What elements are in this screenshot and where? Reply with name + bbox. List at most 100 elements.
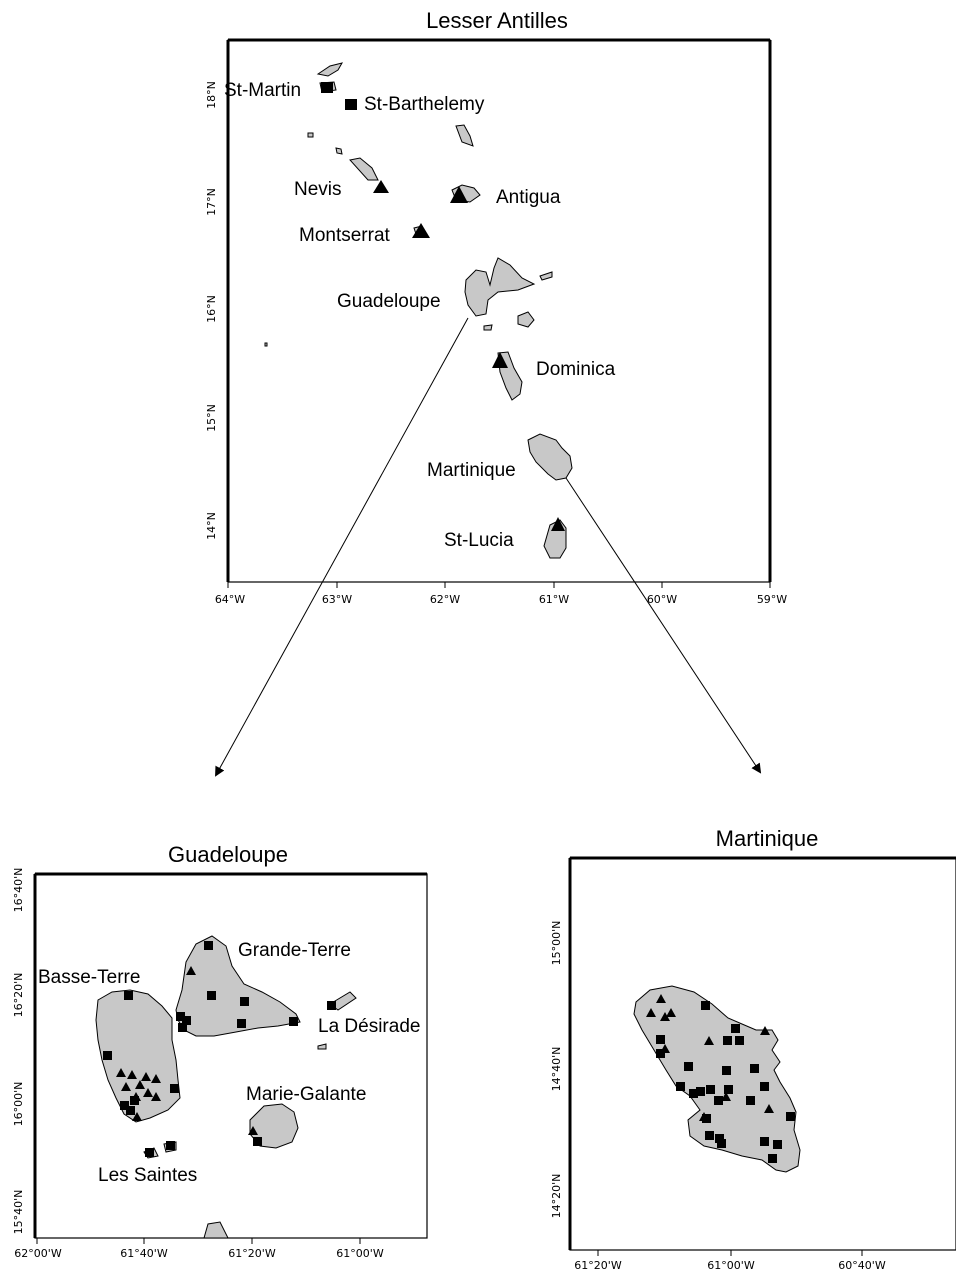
triangle-marker <box>660 1044 670 1053</box>
square-marker <box>327 1001 336 1010</box>
lat-tick: 15°40'N <box>12 1190 25 1235</box>
triangle-marker <box>412 223 430 238</box>
antilles-lat-axis: 18°N 17°N 16°N 15°N 14°N <box>205 81 218 540</box>
square-marker <box>705 1131 714 1140</box>
lat-tick: 14°40'N <box>550 1047 563 1092</box>
triangle-marker <box>704 1036 714 1045</box>
lon-tick: 64°W <box>215 593 245 606</box>
lon-tick: 61°20'W <box>574 1259 622 1272</box>
square-marker <box>103 1051 112 1060</box>
square-marker <box>760 1137 769 1146</box>
triangle-marker <box>551 517 565 531</box>
triangle-marker <box>151 1074 161 1083</box>
martinique-map: Martinique 15°00'N 14°40'N 14°20'N 61°20… <box>550 826 956 1272</box>
square-marker <box>126 1106 135 1115</box>
triangle-marker <box>135 1080 145 1089</box>
martinique-lat-axis: 15°00'N 14°40'N 14°20'N <box>550 921 563 1219</box>
triangle-marker <box>764 1104 774 1113</box>
square-marker <box>760 1082 769 1091</box>
triangle-marker <box>646 1008 656 1017</box>
square-marker <box>170 1084 179 1093</box>
guadeloupe-labels: Basse-Terre Grande-Terre La Désirade Mar… <box>38 940 420 1186</box>
label-st-barthelemy: St-Barthelemy <box>364 94 485 115</box>
square-marker <box>773 1140 782 1149</box>
square-marker <box>237 1019 246 1028</box>
lat-tick: 16°40'N <box>12 868 25 913</box>
label-montserrat: Montserrat <box>299 225 391 246</box>
label-st-martin: St-Martin <box>224 80 301 101</box>
label-nevis: Nevis <box>294 179 342 200</box>
square-marker <box>717 1139 726 1148</box>
triangle-marker <box>131 1092 141 1101</box>
square-marker <box>182 1016 191 1025</box>
lon-tick: 63°W <box>322 593 352 606</box>
triangle-marker <box>248 1126 258 1135</box>
label-les-saintes: Les Saintes <box>98 1165 197 1186</box>
martinique-markers <box>646 994 795 1163</box>
lon-tick: 61°00'W <box>336 1247 384 1260</box>
square-marker <box>176 1012 185 1021</box>
lat-tick: 16°20'N <box>12 973 25 1018</box>
lon-tick: 60°W <box>647 593 677 606</box>
island-martinique <box>633 985 801 1173</box>
island-barbuda <box>455 124 474 147</box>
triangle-marker <box>151 1092 161 1101</box>
label-la-desirade: La Désirade <box>318 1016 420 1037</box>
square-marker <box>696 1087 705 1096</box>
square-marker <box>750 1064 759 1073</box>
square-marker <box>204 941 213 950</box>
triangle-marker <box>121 1082 131 1091</box>
square-marker <box>124 991 133 1000</box>
lon-tick: 61°W <box>539 593 569 606</box>
antilles-map: Lesser Antilles 18°N 17°N 16°N 15°N 14°N… <box>205 8 787 606</box>
square-marker <box>689 1089 698 1098</box>
island-martinique <box>527 433 573 481</box>
square-marker <box>768 1154 777 1163</box>
island-marie-galante <box>517 311 535 328</box>
square-marker <box>723 1036 732 1045</box>
arrow-to-guadeloupe <box>215 317 469 777</box>
antilles-lon-axis: 64°W 63°W 62°W 61°W 60°W 59°W <box>215 582 787 606</box>
triangle-marker <box>660 1012 670 1021</box>
label-dominica: Dominica <box>536 359 616 380</box>
lat-tick: 16°00'N <box>12 1082 25 1127</box>
guadeloupe-frame <box>34 873 428 1239</box>
lat-tick: 16°N <box>205 295 218 323</box>
island-st-kitts-nevis <box>349 157 379 181</box>
antilles-title: Lesser Antilles <box>426 8 568 33</box>
island-saba <box>307 132 314 138</box>
triangle-marker <box>373 180 389 193</box>
label-basse-terre: Basse-Terre <box>38 967 140 988</box>
triangle-marker <box>186 966 196 975</box>
square-marker <box>207 991 216 1000</box>
lat-tick: 14°20'N <box>550 1174 563 1219</box>
lat-tick: 15°N <box>205 404 218 432</box>
lat-tick: 15°00'N <box>550 921 563 966</box>
island-grande-terre <box>175 935 301 1037</box>
lon-tick: 61°20'W <box>228 1247 276 1260</box>
label-grande-terre: Grande-Terre <box>238 940 351 961</box>
martinique-islands <box>633 985 801 1173</box>
triangle-marker <box>132 1112 142 1121</box>
guadeloupe-lat-axis: 16°40'N 16°20'N 16°00'N 15°40'N <box>12 868 25 1235</box>
triangle-marker <box>492 352 508 368</box>
lon-tick: 62°W <box>430 593 460 606</box>
square-marker <box>746 1096 755 1105</box>
square-marker <box>786 1112 795 1121</box>
triangle-marker <box>721 1092 731 1101</box>
guadeloupe-lon-axis: 62°00'W 61°40'W 61°20'W 61°00'W <box>14 1238 384 1260</box>
square-marker <box>722 1066 731 1075</box>
square-marker <box>724 1085 733 1094</box>
square-marker <box>321 82 333 93</box>
square-marker <box>240 997 249 1006</box>
label-st-lucia: St-Lucia <box>444 530 514 551</box>
square-marker <box>345 99 357 110</box>
label-martinique: Martinique <box>427 460 516 481</box>
square-marker <box>656 1049 665 1058</box>
island-desirade <box>539 271 553 281</box>
square-marker <box>706 1085 715 1094</box>
square-marker <box>253 1137 262 1146</box>
lon-tick: 61°40'W <box>120 1247 168 1260</box>
triangle-marker <box>760 1026 770 1035</box>
